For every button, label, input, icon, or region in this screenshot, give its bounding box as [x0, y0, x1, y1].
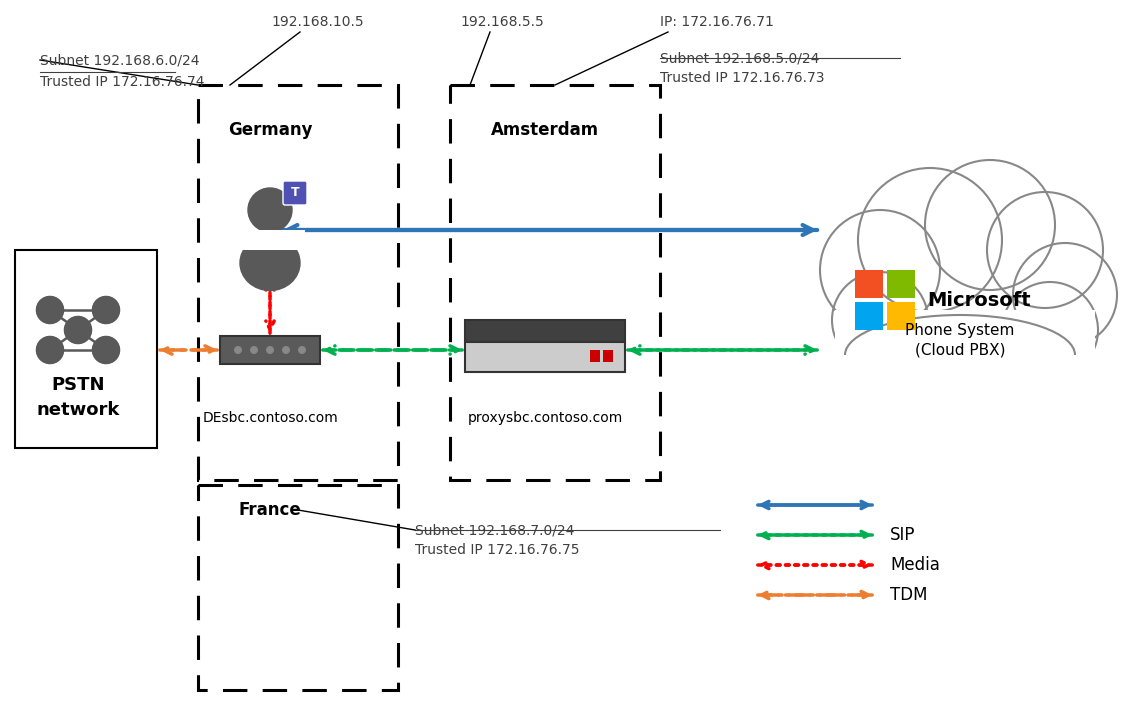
Text: IP: 172.16.76.71: IP: 172.16.76.71: [660, 15, 774, 29]
Text: Amsterdam: Amsterdam: [491, 121, 599, 139]
Circle shape: [266, 346, 274, 354]
Text: (Cloud PBX): (Cloud PBX): [915, 342, 1005, 358]
Circle shape: [1002, 282, 1098, 378]
Circle shape: [65, 317, 91, 343]
Bar: [235, 230, 305, 250]
Text: Germany: Germany: [228, 121, 312, 139]
Text: Trusted IP 172.16.76.74: Trusted IP 172.16.76.74: [40, 75, 204, 89]
Circle shape: [93, 297, 119, 323]
Text: 192.168.10.5: 192.168.10.5: [272, 15, 365, 29]
Circle shape: [93, 337, 119, 363]
Circle shape: [37, 297, 63, 323]
Bar: [603, 350, 612, 362]
Circle shape: [93, 337, 119, 363]
Bar: [855, 302, 883, 330]
Bar: [465, 320, 625, 342]
Text: Subnet 192.168.7.0/24: Subnet 192.168.7.0/24: [415, 523, 575, 537]
Text: SIP: SIP: [890, 526, 915, 544]
Bar: [820, 250, 1085, 380]
Circle shape: [248, 188, 292, 232]
Text: TDM: TDM: [890, 586, 928, 604]
Circle shape: [93, 297, 119, 323]
Circle shape: [858, 168, 1002, 312]
Text: Trusted IP 172.16.76.75: Trusted IP 172.16.76.75: [415, 543, 579, 557]
Circle shape: [93, 337, 119, 363]
Text: proxysbc.contoso.com: proxysbc.contoso.com: [467, 411, 623, 425]
Text: 192.168.5.5: 192.168.5.5: [460, 15, 544, 29]
Circle shape: [282, 346, 290, 354]
Circle shape: [37, 337, 63, 363]
Circle shape: [65, 317, 91, 343]
Bar: [450, 85, 660, 480]
Circle shape: [988, 192, 1103, 308]
Circle shape: [234, 346, 242, 354]
Text: Subnet 192.168.5.0/24: Subnet 192.168.5.0/24: [660, 51, 819, 65]
Bar: [887, 302, 915, 330]
Text: Phone System: Phone System: [905, 322, 1015, 337]
Text: PSTN: PSTN: [52, 376, 104, 394]
Bar: [198, 485, 398, 690]
Text: Microsoft: Microsoft: [927, 290, 1031, 310]
Circle shape: [820, 210, 941, 330]
Text: Media: Media: [890, 556, 939, 574]
Circle shape: [924, 160, 1055, 290]
Text: network: network: [37, 401, 119, 419]
Circle shape: [37, 337, 63, 363]
Bar: [835, 310, 1095, 390]
Circle shape: [37, 297, 63, 323]
Bar: [15, 250, 157, 448]
Bar: [855, 270, 883, 298]
Circle shape: [298, 346, 306, 354]
Circle shape: [93, 297, 119, 323]
Circle shape: [65, 317, 91, 343]
Circle shape: [37, 337, 63, 363]
Text: T: T: [290, 187, 299, 199]
Text: Trusted IP 172.16.76.73: Trusted IP 172.16.76.73: [660, 71, 825, 85]
FancyBboxPatch shape: [283, 181, 307, 205]
Bar: [887, 270, 915, 298]
Circle shape: [832, 272, 928, 368]
Text: France: France: [239, 501, 302, 519]
Circle shape: [37, 297, 63, 323]
Bar: [465, 342, 625, 372]
Bar: [590, 350, 600, 362]
Circle shape: [1013, 243, 1117, 347]
Circle shape: [250, 346, 258, 354]
Bar: [198, 85, 398, 480]
Text: DEsbc.contoso.com: DEsbc.contoso.com: [202, 411, 338, 425]
Bar: [220, 336, 320, 364]
Text: Subnet 192.168.6.0/24: Subnet 192.168.6.0/24: [40, 53, 200, 67]
Ellipse shape: [240, 235, 301, 290]
